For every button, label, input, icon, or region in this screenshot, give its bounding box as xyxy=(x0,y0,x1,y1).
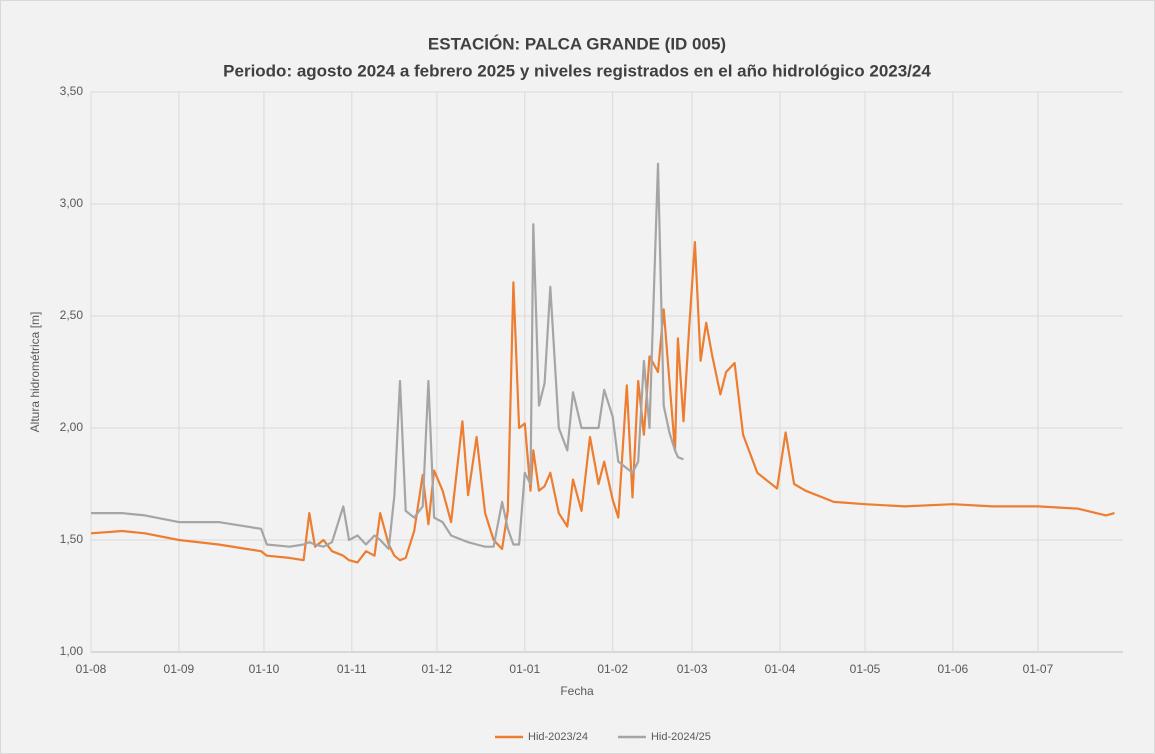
y-tick-label: 1,50 xyxy=(60,532,84,546)
x-tick-label: 01-04 xyxy=(765,662,796,676)
x-tick-label: 01-08 xyxy=(76,662,107,676)
y-tick-label: 2,00 xyxy=(60,420,84,434)
x-tick-label: 01-12 xyxy=(422,662,453,676)
x-tick-label: 01-02 xyxy=(597,662,628,676)
x-tick-label: 01-01 xyxy=(509,662,540,676)
y-axis-title: Altura hidrométrica [m] xyxy=(28,312,42,433)
y-tick-label: 1,00 xyxy=(60,644,84,658)
y-tick-label: 3,50 xyxy=(60,84,84,98)
series-line xyxy=(90,241,1115,564)
x-tick-label: 01-09 xyxy=(164,662,195,676)
x-tick-label: 01-06 xyxy=(938,662,969,676)
x-tick-label: 01-05 xyxy=(850,662,881,676)
x-tick-label: 01-11 xyxy=(337,662,367,676)
chart-subtitle: Periodo: agosto 2024 a febrero 2025 y ni… xyxy=(223,61,931,80)
y-tick-label: 3,00 xyxy=(60,196,84,210)
x-tick-label: 01-10 xyxy=(249,662,280,676)
y-tick-label: 2,50 xyxy=(60,308,84,322)
series-line xyxy=(91,162,684,551)
x-tick-label: 01-03 xyxy=(677,662,708,676)
legend-label: Hid-2023/24 xyxy=(528,731,588,743)
x-tick-label: 01-07 xyxy=(1023,662,1054,676)
chart-title: ESTACIÓN: PALCA GRANDE (ID 005) xyxy=(428,34,726,53)
x-axis-title: Fecha xyxy=(560,684,594,698)
legend-label: Hid-2024/25 xyxy=(651,731,711,743)
